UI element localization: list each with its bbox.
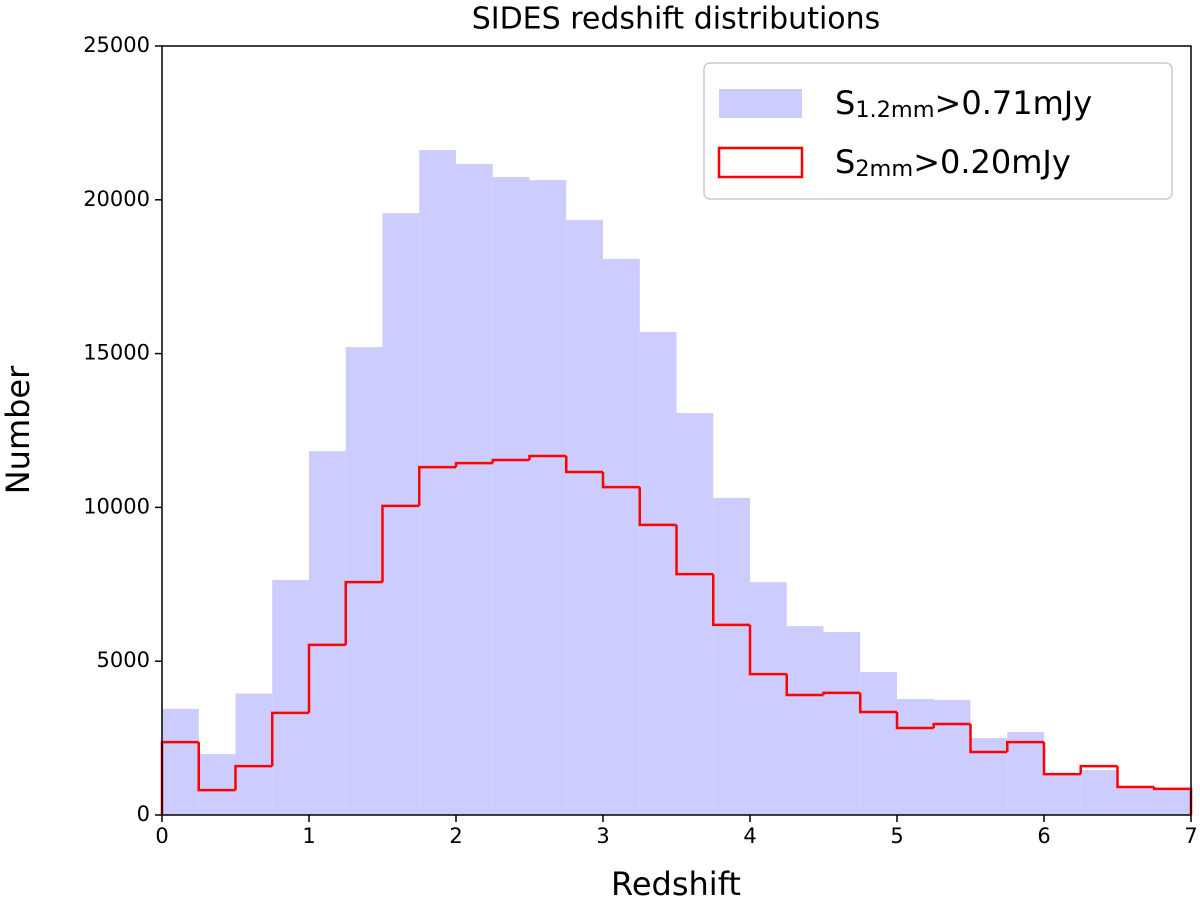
histogram-bar — [1117, 787, 1155, 815]
x-tick-label: 7 — [1184, 824, 1197, 848]
histogram-bar — [492, 177, 530, 815]
histogram-step — [197, 742, 236, 792]
histogram-step — [822, 691, 861, 696]
histogram-bar — [1044, 775, 1081, 815]
histogram-step — [969, 723, 1008, 754]
histogram-step — [344, 580, 383, 645]
x-axis-label: Redshift — [611, 865, 741, 903]
histogram-step — [418, 465, 456, 506]
histogram-step — [895, 711, 934, 730]
histogram-step — [748, 624, 787, 676]
histogram-step — [491, 458, 530, 464]
histogram-step — [454, 461, 493, 468]
plot-frame — [161, 45, 1192, 816]
legend-label: S1.2mm>0.71mJy — [835, 84, 1092, 123]
histogram-step — [307, 643, 346, 713]
histogram-bar — [750, 582, 787, 815]
histogram-bar — [529, 180, 567, 816]
y-axis-label: Number — [0, 365, 37, 494]
chart-title: SIDES redshift distributions — [472, 2, 881, 37]
histogram-bar — [456, 164, 493, 815]
histogram-step — [712, 574, 750, 627]
histogram-bar — [897, 699, 934, 815]
legend-swatch — [717, 146, 804, 179]
histogram-bar — [970, 738, 1008, 815]
histogram-bar — [309, 451, 346, 815]
legend: S1.2mm>0.71mJy S2mm>0.20mJy — [703, 62, 1173, 200]
histogram-bar — [1080, 770, 1118, 815]
histogram-step — [1042, 742, 1081, 776]
x-tick-label: 3 — [596, 824, 609, 848]
histogram-bar — [860, 671, 897, 815]
x-tick-label: 5 — [890, 824, 903, 848]
histogram-bar — [272, 579, 309, 815]
histogram-step — [528, 454, 567, 461]
histogram-bar — [786, 626, 824, 815]
histogram-step — [234, 764, 273, 791]
histogram-step — [859, 692, 897, 714]
histogram-step — [381, 504, 420, 583]
histogram-step — [1006, 740, 1044, 752]
histogram-bar — [823, 631, 861, 815]
histogram-bar — [933, 699, 971, 815]
histogram-step — [675, 524, 714, 576]
histogram-step — [638, 487, 677, 527]
histogram-bar — [603, 258, 640, 815]
histogram-step — [1079, 764, 1118, 775]
y-tick-label: 5000 — [97, 648, 150, 672]
legend-label: S2mm>0.20mJy — [835, 143, 1071, 182]
histogram-step — [271, 711, 309, 767]
legend-swatch — [719, 89, 802, 118]
y-tick-label: 0 — [137, 802, 150, 826]
histogram-bar — [235, 693, 273, 815]
x-tick-label: 2 — [449, 824, 462, 848]
histogram-step — [1116, 766, 1155, 789]
x-tick-label: 1 — [302, 824, 315, 848]
histogram-bar — [419, 149, 456, 815]
histogram-step — [565, 456, 603, 474]
y-tick-label: 20000 — [83, 187, 150, 211]
histogram-bar — [1154, 788, 1191, 815]
histogram-bar — [639, 332, 677, 815]
histogram-bar — [162, 708, 199, 815]
legend-box — [703, 62, 1173, 200]
x-tick-label: 6 — [1037, 824, 1050, 848]
histogram-bar — [713, 497, 750, 815]
histogram-bar — [1007, 731, 1044, 815]
y-tick-label: 10000 — [83, 494, 150, 518]
histogram-bar — [676, 412, 714, 815]
y-tick-label: 15000 — [83, 341, 150, 365]
x-tick-label: 4 — [743, 824, 756, 848]
histogram-bar — [382, 213, 420, 815]
histogram-step — [601, 472, 640, 489]
histogram-bar — [198, 754, 236, 815]
histogram-bar — [566, 220, 603, 816]
x-tick-label: 0 — [155, 824, 168, 848]
y-tick-label: 25000 — [83, 33, 150, 57]
histogram-step — [785, 674, 824, 697]
histogram-step — [932, 722, 971, 728]
